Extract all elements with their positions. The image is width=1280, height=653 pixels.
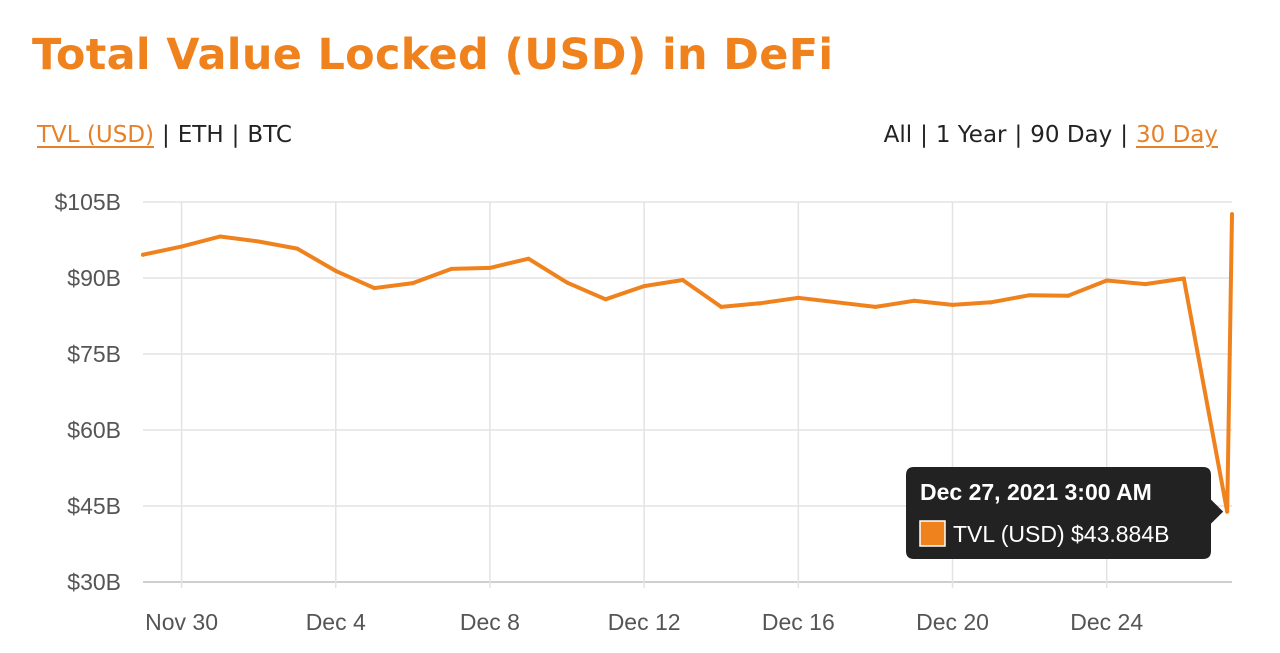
horizontal-gridlines	[143, 201, 1232, 583]
x-tick-label: Nov 30	[145, 609, 218, 635]
y-tick-label: $60B	[67, 417, 121, 443]
tab-separator: |	[920, 122, 928, 148]
data-point[interactable]	[141, 252, 145, 257]
tab-separator: |	[1120, 122, 1128, 148]
data-point[interactable]	[603, 297, 608, 302]
data-point[interactable]	[834, 300, 839, 305]
data-point[interactable]	[757, 301, 762, 306]
x-axis: Nov 30 Dec 4 Dec 8 Dec 12 Dec 16 Dec 20 Dec 24	[145, 609, 1143, 635]
y-tick-label: $105B	[54, 189, 121, 215]
data-point[interactable]	[295, 246, 300, 251]
tab-separator: |	[162, 122, 170, 148]
data-point[interactable]	[372, 286, 377, 291]
x-tick-label: Dec 12	[608, 609, 681, 635]
y-tick-label: $45B	[67, 493, 121, 519]
y-tick-label: $75B	[67, 341, 121, 367]
data-point[interactable]	[911, 298, 916, 303]
data-point[interactable]	[218, 234, 223, 239]
data-point[interactable]	[487, 265, 492, 270]
data-point[interactable]	[526, 256, 531, 261]
data-point[interactable]	[565, 280, 570, 285]
data-point[interactable]	[1225, 509, 1230, 514]
data-point[interactable]	[179, 244, 184, 249]
y-axis: $30B $45B $60B $75B $90B $105B	[54, 189, 121, 595]
data-point[interactable]	[989, 300, 994, 305]
range-tabs: All | 1 Year | 90 Day | 30 Day	[884, 122, 1218, 148]
tooltip-series-label: TVL (USD)	[953, 521, 1065, 547]
range-90-day[interactable]: 90 Day	[1030, 122, 1113, 148]
chart-title: Total Value Locked (USD) in DeFi	[32, 30, 834, 80]
data-point[interactable]	[950, 302, 955, 307]
data-point[interactable]	[1104, 278, 1109, 283]
range-30-day[interactable]: 30 Day	[1136, 122, 1218, 148]
tooltip-value: $43.884B	[1071, 521, 1169, 547]
tab-separator: |	[231, 122, 240, 148]
data-point[interactable]	[1066, 293, 1071, 298]
tab-tvl-usd[interactable]: TVL (USD)	[37, 122, 154, 148]
data-point[interactable]	[1143, 282, 1148, 287]
y-tick-label: $30B	[67, 569, 121, 595]
x-tick-label: Dec 24	[1070, 609, 1143, 635]
tvl-series-line	[141, 212, 1234, 514]
data-point[interactable]	[719, 304, 724, 309]
data-point[interactable]	[1230, 212, 1234, 217]
data-point[interactable]	[1181, 276, 1186, 281]
x-tick-label: Dec 4	[306, 609, 366, 635]
tooltip-background	[906, 467, 1224, 559]
metric-tabs: TVL (USD) | ETH | BTC	[37, 122, 292, 148]
data-point[interactable]	[642, 284, 647, 289]
data-point[interactable]	[256, 239, 261, 244]
data-point[interactable]	[680, 278, 685, 283]
x-tick-label: Dec 20	[916, 609, 989, 635]
x-tick-label: Dec 16	[762, 609, 835, 635]
tooltip-series-value: TVL (USD) $43.884B	[953, 521, 1169, 547]
tooltip-series-swatch	[919, 520, 946, 547]
series-group	[141, 212, 1234, 514]
tooltip-title: Dec 27, 2021 3:00 AM	[920, 479, 1152, 505]
hover-tooltip: Dec 27, 2021 3:00 AM TVL (USD) $43.884B	[906, 467, 1224, 559]
data-point[interactable]	[796, 295, 801, 300]
tab-separator: |	[1014, 122, 1023, 148]
x-tick-label: Dec 8	[460, 609, 520, 635]
range-all[interactable]: All	[883, 122, 913, 148]
data-point[interactable]	[1027, 293, 1032, 298]
y-tick-label: $90B	[67, 265, 121, 291]
data-point[interactable]	[410, 281, 415, 286]
data-point[interactable]	[449, 266, 454, 271]
tab-btc[interactable]: BTC	[247, 122, 292, 148]
data-point[interactable]	[333, 268, 338, 273]
data-point[interactable]	[873, 304, 878, 309]
tab-eth[interactable]: ETH	[177, 122, 224, 148]
range-1-year[interactable]: 1 Year	[935, 122, 1007, 148]
